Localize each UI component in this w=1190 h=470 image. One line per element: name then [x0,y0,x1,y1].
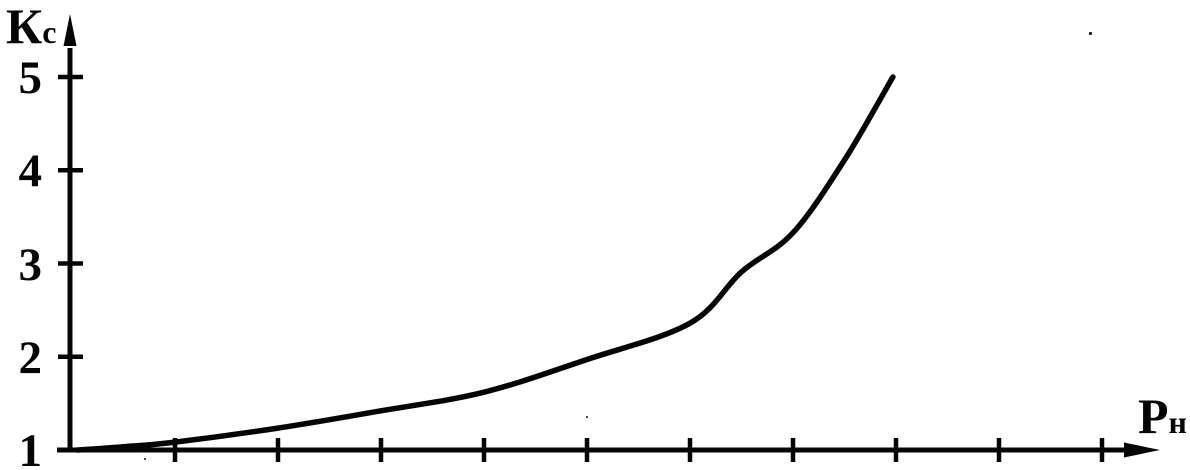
data-curve [74,74,896,453]
scan-speck [1089,32,1092,35]
y-axis-arrowhead-icon [63,14,77,46]
y-tick-label: 4 [18,145,43,198]
y-tick-label: 5 [18,52,43,104]
y-axis-label-main: К [6,0,43,54]
y-axis-label: Кс [6,1,56,51]
scan-speck [144,458,146,460]
x-axis-arrowhead-icon [1124,442,1160,458]
y-axis-label-sub: с [42,14,57,50]
x-axis-label-sub: н [1168,404,1187,440]
x-axis-label-main: Р [1138,388,1169,444]
scan-speck [586,416,588,418]
y-tick-label: 2 [18,331,43,384]
x-axis-label: Рн [1138,391,1187,441]
y-tick-label: 3 [18,238,43,291]
y-tick-label: 1 [18,425,43,470]
